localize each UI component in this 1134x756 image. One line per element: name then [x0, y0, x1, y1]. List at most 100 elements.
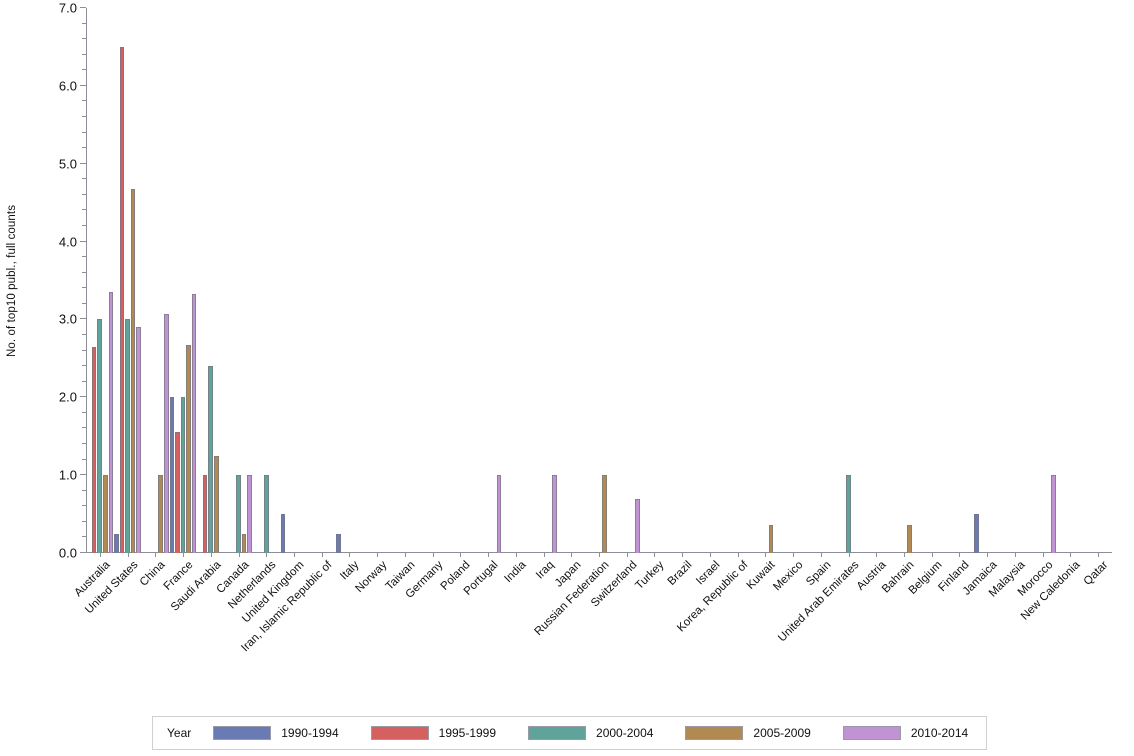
y-axis-major-tick — [80, 396, 86, 398]
y-axis-major-tick — [80, 84, 86, 86]
x-axis-tick — [377, 553, 379, 557]
y-axis-major-tick — [80, 7, 86, 8]
x-axis-tick — [1070, 553, 1072, 557]
legend-color-swatch — [370, 726, 429, 740]
y-axis-tick-label: 5.0 — [58, 156, 77, 172]
x-axis-tick — [183, 553, 185, 557]
y-axis-minor-tick — [82, 147, 86, 149]
x-axis-tick — [321, 553, 323, 557]
y-axis-minor-tick — [82, 443, 86, 444]
y-axis-minor-tick — [82, 380, 86, 382]
chart-legend: Year 1990-1994 1995-1999 2000-2004 2005-200… — [152, 716, 987, 750]
x-axis-tick — [793, 553, 795, 557]
legend-label: 2000-2004 — [596, 726, 654, 740]
legend-color-swatch — [685, 726, 744, 740]
x-axis-tick — [959, 553, 961, 557]
y-axis-minor-tick — [82, 411, 86, 413]
legend-item[interactable]: 1995-1999 — [370, 726, 497, 740]
y-axis-minor-tick — [82, 193, 86, 195]
x-axis-tick — [210, 553, 212, 557]
x-axis-tick-label: Mexico — [771, 559, 806, 594]
y-axis-tick-label: 1.0 — [58, 467, 77, 483]
legend-items: 1990-1994 1995-1999 2000-2004 2005-2009 2010… — [213, 726, 1000, 740]
y-axis-minor-tick — [82, 458, 86, 460]
legend-label: 2010-2014 — [910, 726, 969, 740]
x-axis-tick — [266, 553, 268, 557]
x-axis-tick — [654, 553, 656, 557]
x-axis-tick — [293, 553, 295, 557]
legend-item[interactable]: 2010-2014 — [842, 726, 969, 740]
y-axis-minor-tick — [82, 100, 86, 102]
legend-color-swatch — [842, 726, 901, 740]
y-axis-minor-tick — [82, 302, 86, 304]
y-axis-minor-tick — [82, 209, 86, 211]
x-axis-tick — [848, 553, 850, 557]
x-axis-tick — [515, 553, 517, 557]
legend-title: Year — [167, 726, 192, 740]
x-axis-tick — [99, 553, 101, 557]
y-axis-minor-tick — [82, 489, 86, 491]
x-axis-tick — [488, 553, 490, 557]
legend-color-swatch — [213, 726, 272, 740]
x-axis-tick — [626, 553, 628, 557]
x-axis-tick-label: Qatar — [1081, 559, 1111, 588]
x-axis-tick — [349, 553, 351, 557]
y-axis-minor-tick — [82, 69, 86, 71]
y-axis-minor-tick — [82, 22, 86, 24]
y-axis-major-tick — [80, 552, 86, 553]
y-axis-minor-tick — [82, 287, 86, 289]
x-axis-tick — [904, 553, 906, 557]
y-axis-minor-tick — [82, 131, 86, 133]
x-axis-tick-label: Italy — [338, 559, 362, 583]
x-axis-tick — [876, 553, 878, 557]
plot-background — [86, 8, 1112, 553]
legend-color-swatch — [528, 726, 587, 740]
x-axis-tick — [820, 553, 822, 557]
x-axis-tick — [1014, 553, 1016, 557]
y-axis-minor-tick — [82, 505, 86, 507]
y-axis-title: No. of top10 publ., full counts — [6, 204, 18, 358]
y-axis-tick-label: 4.0 — [58, 234, 77, 250]
x-axis-tick — [931, 553, 933, 557]
x-axis-tick — [543, 553, 545, 557]
y-axis-minor-tick — [82, 225, 86, 226]
y-axis-major-tick — [80, 318, 86, 320]
y-axis-minor-tick — [82, 256, 86, 258]
legend-label: 2005-2009 — [753, 726, 811, 740]
y-axis-minor-tick — [82, 520, 86, 522]
x-axis-tick-label: Iraq — [533, 559, 557, 582]
y-axis-minor-tick — [82, 349, 86, 351]
y-axis-tick-label: 3.0 — [58, 311, 77, 327]
legend-item[interactable]: 1990-1994 — [213, 726, 339, 740]
y-axis-minor-tick — [82, 427, 86, 429]
x-axis-tick-labels: Australia United States China France Saudi A… — [72, 553, 1112, 703]
x-axis-tick — [1042, 553, 1044, 557]
legend-item[interactable]: 2000-2004 — [528, 726, 653, 740]
y-axis-tick-label: 6.0 — [58, 78, 77, 94]
x-axis-tick — [404, 553, 406, 557]
x-axis-tick — [987, 553, 989, 557]
x-axis-tick — [432, 553, 434, 557]
x-axis-tick — [599, 553, 600, 557]
legend-label: 1995-1999 — [438, 726, 497, 740]
x-axis-tick — [571, 553, 573, 557]
y-axis-major-tick — [80, 162, 86, 164]
x-axis-tick-label: Brazil — [665, 559, 695, 588]
legend-item[interactable]: 2005-2009 — [685, 726, 811, 740]
plot-area: 0.0 1.0 2.0 3.0 4.0 5.0 6.0 7.0 — [59, 1, 1112, 561]
x-axis-tick-label: India — [502, 559, 529, 586]
x-axis-tick — [682, 553, 684, 557]
x-axis-tick — [1098, 553, 1100, 557]
x-axis-tick — [737, 553, 739, 557]
y-axis-minor-tick — [82, 334, 86, 335]
y-axis-minor-tick — [82, 116, 86, 117]
y-axis-minor-tick — [82, 38, 86, 40]
legend-label: 1990-1994 — [281, 726, 339, 740]
y-axis-minor-tick — [82, 536, 86, 538]
x-axis-tick — [709, 553, 711, 557]
y-axis-tick-label: 7.0 — [58, 0, 77, 16]
y-axis-minor-tick — [82, 271, 86, 273]
y-axis-minor-tick — [82, 365, 86, 367]
y-axis-minor-tick — [82, 53, 86, 55]
